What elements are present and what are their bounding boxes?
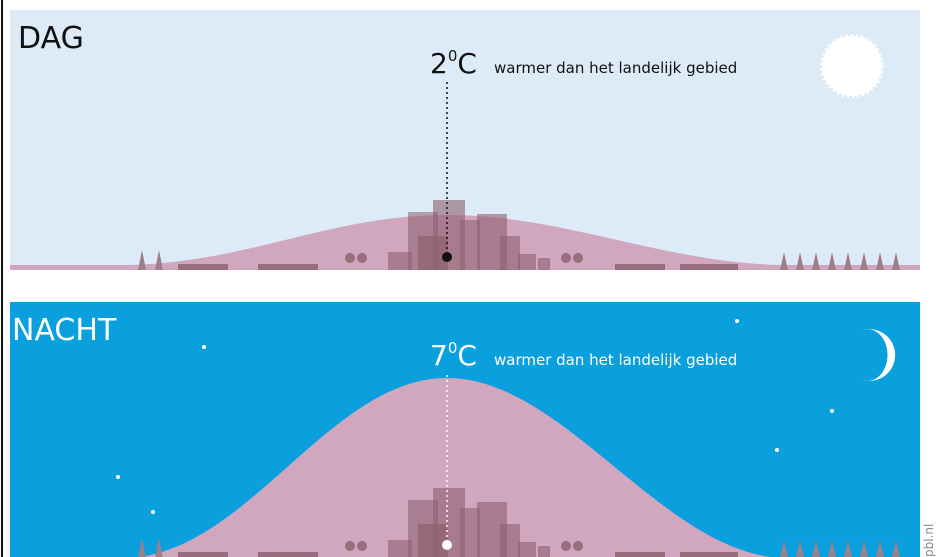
pointer-dot [442, 540, 452, 550]
temp-unit: C [457, 47, 477, 80]
pointer-dot [442, 252, 452, 262]
sun [820, 34, 884, 98]
panel-label: NACHT [12, 313, 117, 348]
temp-unit: C [457, 339, 477, 372]
description: warmer dan het landelijk gebied [494, 59, 737, 77]
temperature: 70C [430, 339, 477, 372]
stars [116, 319, 834, 514]
description: warmer dan het landelijk gebied [494, 351, 737, 369]
temp-degree: 0 [448, 339, 458, 357]
temp-value: 7 [430, 339, 448, 372]
day-panel: DAG 20C warmer dan het landelijk gebied [10, 10, 920, 270]
temp-value: 2 [430, 47, 448, 80]
temperature: 20C [430, 47, 477, 80]
heat-dome [137, 378, 773, 557]
credit: pbl.nl [922, 524, 936, 557]
temp-degree: 0 [448, 47, 458, 65]
moon [862, 329, 896, 382]
panel-label: DAG [18, 21, 84, 56]
night-panel: NACHT 70C warmer dan het landelijk gebie… [10, 302, 920, 557]
